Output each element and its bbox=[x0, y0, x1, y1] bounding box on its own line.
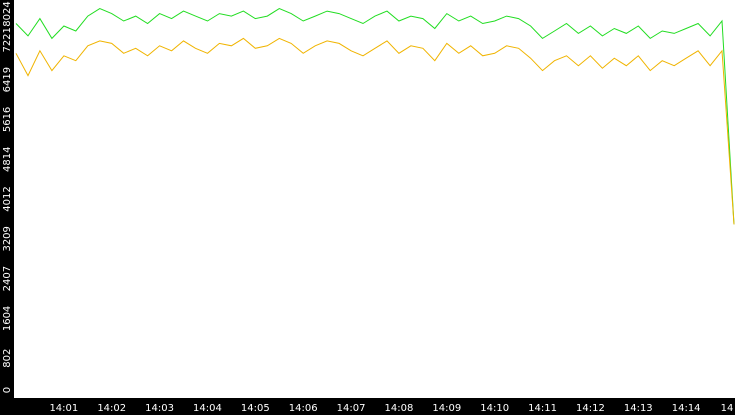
x-tick-label: 14:06 bbox=[289, 403, 318, 414]
y-tick-label: 4814 bbox=[2, 146, 13, 171]
y-tick-label: 4012 bbox=[2, 186, 13, 211]
series-line bbox=[15, 8, 735, 225]
x-tick-label: 14:03 bbox=[145, 403, 174, 414]
y-tick-label: 2407 bbox=[2, 266, 13, 291]
x-tick-label: 14:07 bbox=[337, 403, 366, 414]
y-tick-label: 802 bbox=[2, 349, 13, 368]
series-line bbox=[15, 37, 735, 225]
x-tick-label: 14:10 bbox=[480, 403, 509, 414]
y-tick-label: 3209 bbox=[2, 226, 13, 251]
x-tick-label: 14:05 bbox=[241, 403, 270, 414]
y-tick-label: 1604 bbox=[2, 306, 13, 331]
x-tick-label: 14:09 bbox=[432, 403, 461, 414]
y-tick-label: 0 bbox=[2, 387, 13, 393]
x-tick-label: 14:01 bbox=[49, 403, 78, 414]
x-tick-label: 14:04 bbox=[193, 403, 222, 414]
x-tick-label: 14:11 bbox=[528, 403, 557, 414]
x-tick-label: 14:13 bbox=[624, 403, 653, 414]
x-tick-label: 14:02 bbox=[97, 403, 126, 414]
plot-area bbox=[14, 0, 735, 398]
x-tick-label: 14:12 bbox=[576, 403, 605, 414]
x-tick-label: 14:08 bbox=[385, 403, 414, 414]
x-tick-label: 14:14 bbox=[672, 403, 701, 414]
y-tick-label: 5616 bbox=[2, 107, 13, 132]
x-tick-label: 14 bbox=[721, 403, 734, 414]
y-tick-label: 7221 bbox=[2, 27, 13, 52]
y-tick-label: 6419 bbox=[2, 67, 13, 92]
y-tick-label: 8024 bbox=[2, 1, 13, 26]
